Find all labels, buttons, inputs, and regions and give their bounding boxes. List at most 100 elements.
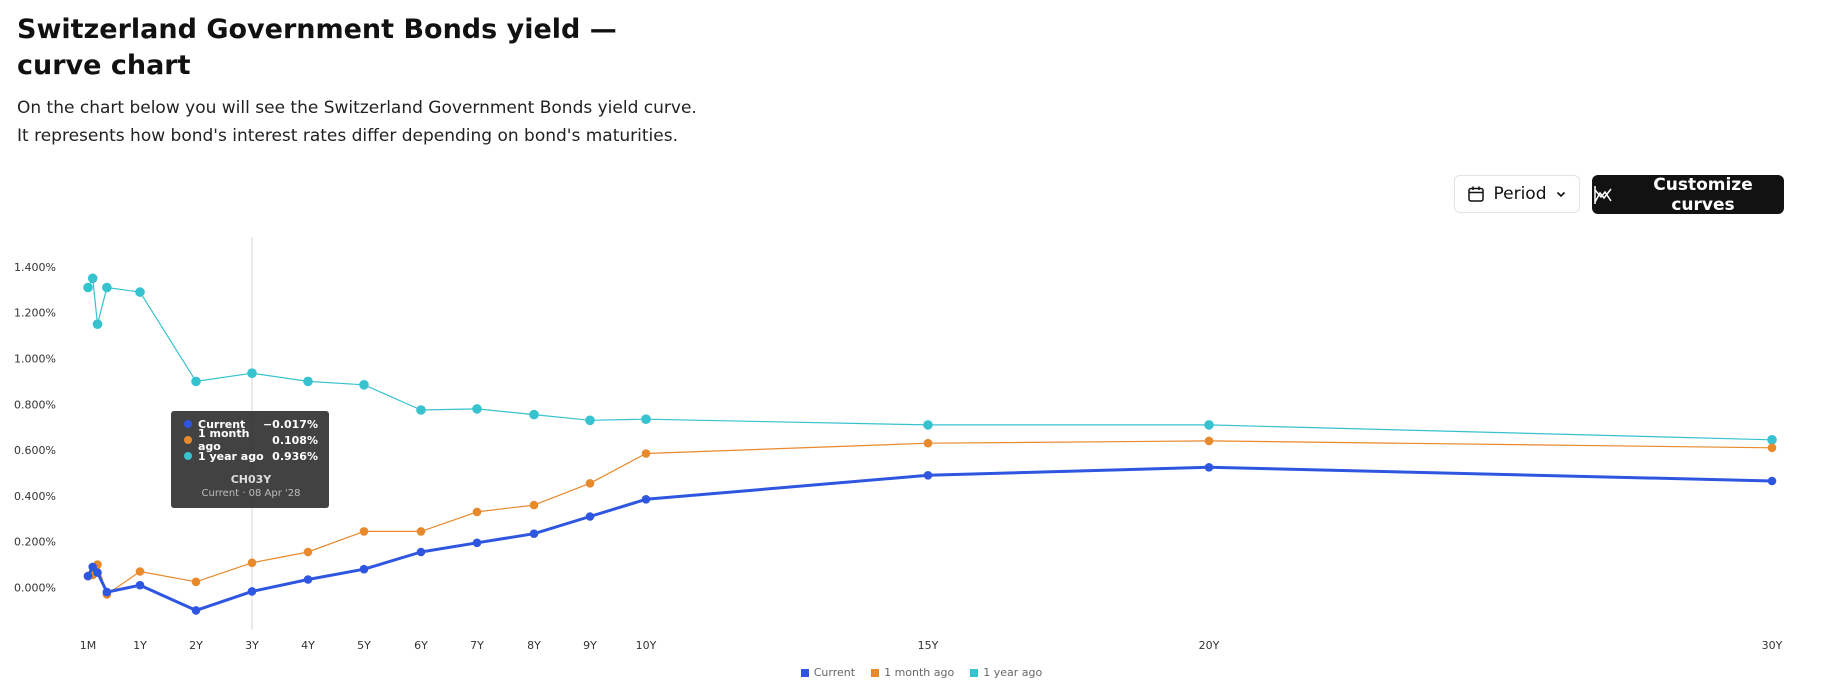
tooltip-value: 0.108% [272,433,318,447]
data-point [247,368,257,378]
data-point [359,564,369,574]
tooltip-row-current: Current −0.017% [184,416,318,432]
data-point [1204,463,1214,472]
data-point [529,500,539,510]
data-point [359,380,369,390]
data-point [472,404,482,414]
x-tick-label: 30Y [1762,639,1783,652]
data-point [135,567,145,576]
data-point [191,606,201,615]
data-point [191,376,201,387]
x-axis: 1M 1Y 2Y 3Y 4Y 5Y 6Y 7Y 8Y 9Y 10Y 15Y 20Y 30Y [80,639,1783,652]
data-point [923,471,933,480]
data-point [923,420,933,430]
chart-tooltip: Current −0.017% 1 month ago 0.108% 1 yea… [171,411,329,508]
yield-curve-chart[interactable]: 0.000% 0.200% 0.400% 0.600% 0.800% 1.000% 1.20… [0,230,1843,660]
legend-label: 1 month ago [884,666,955,679]
calendar-icon [1467,185,1485,203]
legend-label: Current [813,666,856,679]
data-point [135,580,145,590]
y-tick-label: 0.800% [14,398,56,411]
y-tick-label: 0.200% [14,536,56,549]
x-tick-label: 9Y [583,639,597,652]
x-tick-label: 2Y [189,639,203,652]
data-point [303,575,313,584]
tooltip-name: 1 year ago [198,449,264,463]
data-point [93,568,102,577]
y-tick-label: 1.200% [14,307,56,320]
data-point [359,527,369,536]
legend-swatch-current [800,668,809,677]
x-tick-label: 8Y [527,639,541,652]
curves-icon [1592,184,1614,206]
data-point [83,282,93,293]
x-tick-label: 20Y [1199,639,1220,652]
data-point [83,571,93,581]
tooltip-name: Current [198,417,246,431]
legend-item-current[interactable]: Current [800,666,856,679]
series-line-1-year-ago [87,277,1773,441]
data-point [87,273,98,284]
data-point [191,577,201,587]
plot-area [83,273,1777,615]
data-point [416,547,426,557]
data-point [641,414,651,424]
data-point [416,527,426,536]
data-point [416,405,426,415]
data-point [1767,435,1777,445]
series-current [83,463,1777,615]
tooltip-dot-1-month-ago [184,436,192,444]
legend-label: 1 year ago [983,666,1043,679]
legend-swatch-1-year-ago [970,668,979,677]
x-tick-label: 7Y [470,639,484,652]
tooltip-value: −0.017% [262,417,318,431]
series-line-1-month-ago [87,440,1773,595]
data-point [585,415,595,426]
data-point [641,495,651,504]
customize-curves-button[interactable]: Customize curves [1592,175,1784,215]
chart-legend: Current 1 month ago 1 year ago [0,666,1843,679]
data-point [585,512,595,521]
data-point [1767,443,1777,453]
tooltip-row-1-year-ago: 1 year ago 0.936% [184,448,318,464]
tooltip-dot-1-year-ago [184,452,192,460]
legend-item-1-year-ago[interactable]: 1 year ago [970,666,1042,679]
x-tick-label: 6Y [414,639,428,652]
data-point [88,562,97,572]
data-point [1204,436,1214,446]
x-tick-label: 3Y [245,639,259,652]
data-point [641,449,651,458]
data-point [247,558,257,568]
data-point [303,376,313,387]
series-1-year-ago [83,273,1777,445]
data-point [135,287,145,297]
tooltip-name: 1 month ago [198,427,250,453]
data-point [472,538,482,548]
y-tick-label: 0.600% [14,444,56,457]
y-tick-label: 1.000% [14,353,56,366]
y-tick-label: 1.400% [14,261,56,274]
data-point [1204,420,1214,430]
tooltip-symbol: CH03Y [230,473,272,486]
data-point [102,282,112,293]
tooltip-subtitle: Current · 08 Apr '28 [201,488,301,499]
tooltip-dot-current [184,420,192,428]
page-description: On the chart below you will see the Swit… [17,98,697,146]
x-tick-label: 4Y [301,639,315,652]
x-tick-label: 1Y [133,639,147,652]
data-point [923,438,933,448]
x-tick-label: 1M [80,639,97,652]
data-point [102,587,112,597]
tooltip-row-1-month-ago: 1 month ago 0.108% [184,427,318,453]
period-button[interactable]: Period [1454,175,1580,213]
data-point [247,587,257,596]
x-tick-label: 15Y [918,639,939,652]
data-point [529,529,539,538]
series-line-current [86,465,1773,612]
legend-item-1-month-ago[interactable]: 1 month ago [871,666,954,679]
data-point [585,479,595,488]
x-tick-label: 10Y [636,639,657,652]
data-point [92,319,103,329]
legend-swatch-1-month-ago [871,668,880,677]
period-label: Period [1493,184,1547,204]
